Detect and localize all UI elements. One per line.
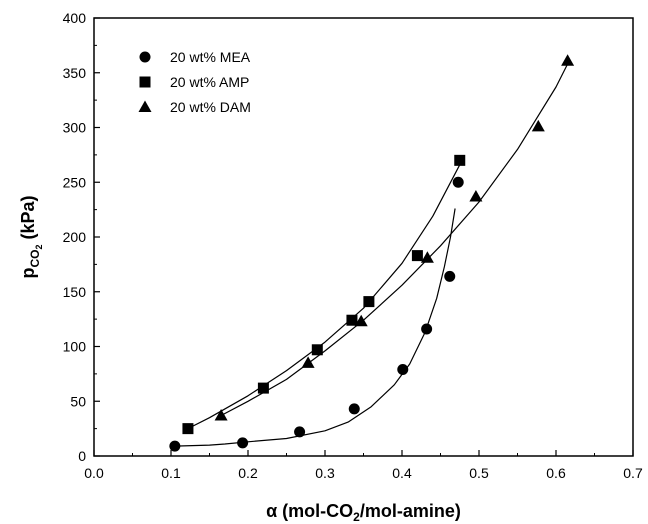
y-tick-label: 250	[63, 174, 87, 190]
y-axis: 0 50 100 150 200 250 300 350 400	[63, 10, 100, 464]
x-axis-title-suffix: /mol-amine)	[360, 501, 461, 521]
y-tick-label: 350	[63, 65, 87, 81]
triangle-data-point	[531, 119, 545, 132]
triangle-data-point	[561, 54, 575, 66]
square-data-point	[346, 314, 358, 326]
triangle-fit-curve	[220, 63, 569, 417]
y-axis-title-suffix: (kPa)	[18, 195, 38, 244]
y-axis-title: pCO2 (kPa)	[18, 195, 44, 278]
x-axis-title: α (mol-CO2/mol-amine)	[266, 501, 461, 524]
y-tick-label: 50	[70, 393, 86, 409]
x-tick-label: 0.4	[392, 465, 412, 481]
data-points	[169, 54, 575, 452]
y-tick-label: 400	[63, 10, 87, 26]
legend-circle-marker	[139, 51, 151, 63]
x-tick-label: 0.5	[469, 465, 489, 481]
circle-fit-curve	[174, 208, 456, 447]
circle-data-point	[452, 176, 464, 188]
circle-data-point	[294, 426, 306, 438]
square-data-point	[363, 296, 375, 308]
circle-data-point	[421, 323, 433, 335]
triangle-data-point	[354, 314, 368, 327]
circle-data-point	[169, 440, 181, 452]
legend-triangle-marker	[138, 100, 152, 112]
x-tick-label: 0.2	[238, 465, 258, 481]
x-axis-title-prefix: α (mol-CO	[266, 501, 353, 521]
y-axis-title-sub-subscript: 2	[34, 245, 44, 250]
square-data-point	[411, 250, 423, 262]
triangle-data-point	[214, 409, 228, 421]
square-data-point	[454, 154, 466, 166]
circle-data-point	[237, 437, 249, 449]
legend-label: 20 wt% DAM	[170, 99, 251, 115]
circle-data-point	[348, 403, 360, 415]
legend: 20 wt% MEA 20 wt% AMP 20 wt% DAM	[138, 49, 251, 115]
square-data-point	[311, 344, 323, 356]
x-tick-label: 0.3	[315, 465, 335, 481]
y-tick-label: 0	[78, 448, 86, 464]
circle-data-point	[397, 363, 409, 375]
y-tick-label: 100	[63, 339, 87, 355]
x-tick-label: 0.7	[623, 465, 643, 481]
x-axis-title-subscript: 2	[353, 510, 360, 524]
triangle-data-point	[301, 356, 315, 368]
triangle-data-point	[420, 251, 434, 263]
legend-label: 20 wt% MEA	[170, 49, 251, 65]
y-tick-label: 150	[63, 284, 87, 300]
x-tick-label: 0.0	[84, 465, 104, 481]
legend-square-marker	[139, 76, 151, 88]
y-axis-title-prefix: p	[18, 268, 38, 279]
x-axis: 0.0 0.1 0.2 0.3 0.4 0.5 0.6 0.7	[84, 450, 643, 481]
square-data-point	[182, 423, 194, 435]
fit-curves	[174, 63, 569, 447]
square-data-point	[257, 382, 269, 394]
x-tick-label: 0.1	[161, 465, 181, 481]
circle-data-point	[444, 270, 456, 282]
legend-label: 20 wt% AMP	[170, 74, 249, 90]
y-tick-label: 300	[63, 120, 87, 136]
y-tick-label: 200	[63, 229, 87, 245]
y-axis-title-subscript: CO	[28, 250, 42, 268]
triangle-data-point	[469, 190, 483, 202]
x-tick-label: 0.6	[546, 465, 566, 481]
square-fit-curve	[187, 164, 461, 430]
